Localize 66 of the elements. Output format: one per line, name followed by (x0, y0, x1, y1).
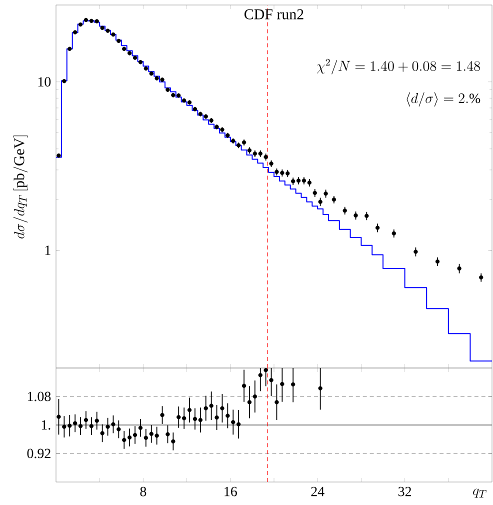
point (149, 432, 154, 436)
point (324, 192, 328, 196)
point (68, 424, 72, 428)
point (166, 432, 170, 436)
point (127, 435, 132, 440)
point (236, 422, 241, 426)
point (122, 438, 126, 442)
point (154, 434, 159, 438)
point (392, 231, 396, 236)
point (220, 406, 224, 410)
point (457, 266, 462, 271)
point (290, 382, 296, 386)
point (242, 384, 246, 388)
point (414, 250, 418, 254)
annotation: $\langle d/\sigma\rangle=2.\%$ (406, 92, 480, 107)
point (94, 418, 99, 423)
point (209, 404, 214, 408)
point (176, 415, 181, 420)
point (258, 373, 262, 378)
point (479, 275, 484, 280)
point (111, 422, 116, 426)
point (100, 431, 104, 436)
point (252, 394, 258, 399)
x-tick-label: 16 (224, 486, 237, 496)
point (187, 408, 192, 412)
point (106, 424, 110, 429)
point (171, 439, 176, 444)
point (318, 200, 322, 204)
x-tick-label: 24 (311, 486, 324, 496)
y-tick-label: 0.92 (27, 448, 50, 458)
point (182, 416, 186, 420)
point (318, 386, 322, 390)
point (78, 424, 83, 428)
point (280, 382, 284, 386)
point (204, 406, 208, 410)
point (226, 414, 230, 418)
point (56, 414, 61, 419)
x-axis-title: $q_T$ (473, 488, 486, 498)
point (364, 214, 369, 218)
x-tick-label: 8 (140, 486, 146, 496)
point (435, 259, 440, 264)
point (198, 418, 203, 422)
annotation: $\chi^2/N=1.40+0.08=1.48$ (316, 58, 480, 74)
point (144, 436, 148, 440)
point (160, 412, 164, 418)
point (231, 420, 236, 424)
point (192, 416, 198, 422)
point (375, 226, 380, 230)
y-tick-label: 1. (42, 420, 50, 430)
x-tick-label: 32 (398, 486, 412, 496)
chart-title: CDF run2 (244, 9, 304, 20)
point (89, 424, 94, 428)
point (138, 426, 143, 430)
point (214, 415, 219, 420)
point (84, 418, 88, 422)
y-axis-title: $d\sigma/dq_T\,[\mathrm{pb/GeV}]$ (13, 136, 28, 238)
y-tick-label: 1.08 (28, 392, 51, 402)
point (247, 400, 252, 404)
point (269, 378, 274, 382)
y-tick-label: 1 (45, 246, 50, 255)
point (72, 421, 78, 426)
point (62, 424, 66, 429)
point (274, 400, 279, 404)
point (116, 427, 121, 432)
point (132, 432, 138, 438)
y-tick-label: 10 (38, 77, 51, 87)
